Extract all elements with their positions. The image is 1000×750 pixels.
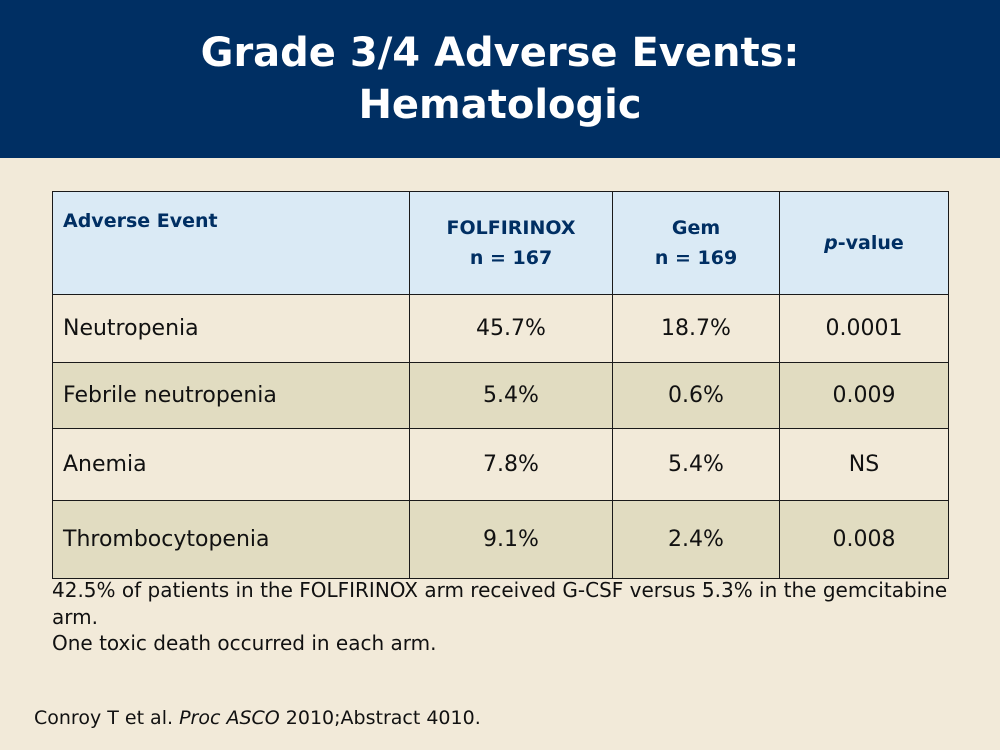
cell-p-value: 0.009: [779, 362, 949, 429]
cell-folfirinox: 5.4%: [409, 362, 613, 429]
header-folfirinox: FOLFIRINOX n = 167: [409, 191, 613, 295]
cell-event: Neutropenia: [52, 294, 410, 363]
cell-gem: 18.7%: [612, 294, 780, 363]
header-gem-name: Gem: [671, 217, 721, 239]
table-row: Febrile neutropenia 5.4% 0.6% 0.009: [52, 362, 949, 429]
cell-p-value: NS: [779, 428, 949, 501]
slide-title: Grade 3/4 Adverse Events: Hematologic: [200, 30, 800, 128]
header-p-suffix: -value: [837, 232, 904, 254]
header-folfirinox-name: FOLFIRINOX: [446, 217, 576, 239]
title-banner: Grade 3/4 Adverse Events: Hematologic: [0, 0, 1000, 158]
note-gcsf: 42.5% of patients in the FOLFIRINOX arm …: [52, 578, 948, 629]
header-folfirinox-n: n = 167: [469, 247, 553, 269]
citation-journal: Proc ASCO: [179, 707, 280, 729]
header-p-value: p-value: [779, 191, 949, 295]
cell-event: Febrile neutropenia: [52, 362, 410, 429]
table-row: Thrombocytopenia 9.1% 2.4% 0.008: [52, 500, 949, 579]
citation-detail: 2010;Abstract 4010.: [285, 707, 481, 729]
cell-p-value: 0.0001: [779, 294, 949, 363]
citation-authors: Conroy T et al.: [34, 707, 174, 729]
header-gem-n: n = 169: [654, 247, 738, 269]
citation: Conroy T et al. Proc ASCO 2010;Abstract …: [34, 707, 481, 729]
header-adverse-event: Adverse Event: [52, 191, 410, 295]
cell-folfirinox: 45.7%: [409, 294, 613, 363]
notes-block: 42.5% of patients in the FOLFIRINOX arm …: [52, 577, 952, 657]
cell-gem: 5.4%: [612, 428, 780, 501]
header-p-italic: p: [824, 232, 838, 254]
cell-event: Thrombocytopenia: [52, 500, 410, 579]
cell-p-value: 0.008: [779, 500, 949, 579]
cell-event: Anemia: [52, 428, 410, 501]
adverse-events-table: Adverse Event FOLFIRINOX n = 167 Gem n =…: [52, 191, 949, 579]
header-gem: Gem n = 169: [612, 191, 780, 295]
table-header-row: Adverse Event FOLFIRINOX n = 167 Gem n =…: [52, 191, 949, 295]
table-row: Anemia 7.8% 5.4% NS: [52, 428, 949, 501]
cell-folfirinox: 7.8%: [409, 428, 613, 501]
cell-gem: 2.4%: [612, 500, 780, 579]
cell-gem: 0.6%: [612, 362, 780, 429]
cell-folfirinox: 9.1%: [409, 500, 613, 579]
note-toxic-death: One toxic death occurred in each arm.: [52, 631, 437, 655]
table-row: Neutropenia 45.7% 18.7% 0.0001: [52, 294, 949, 363]
